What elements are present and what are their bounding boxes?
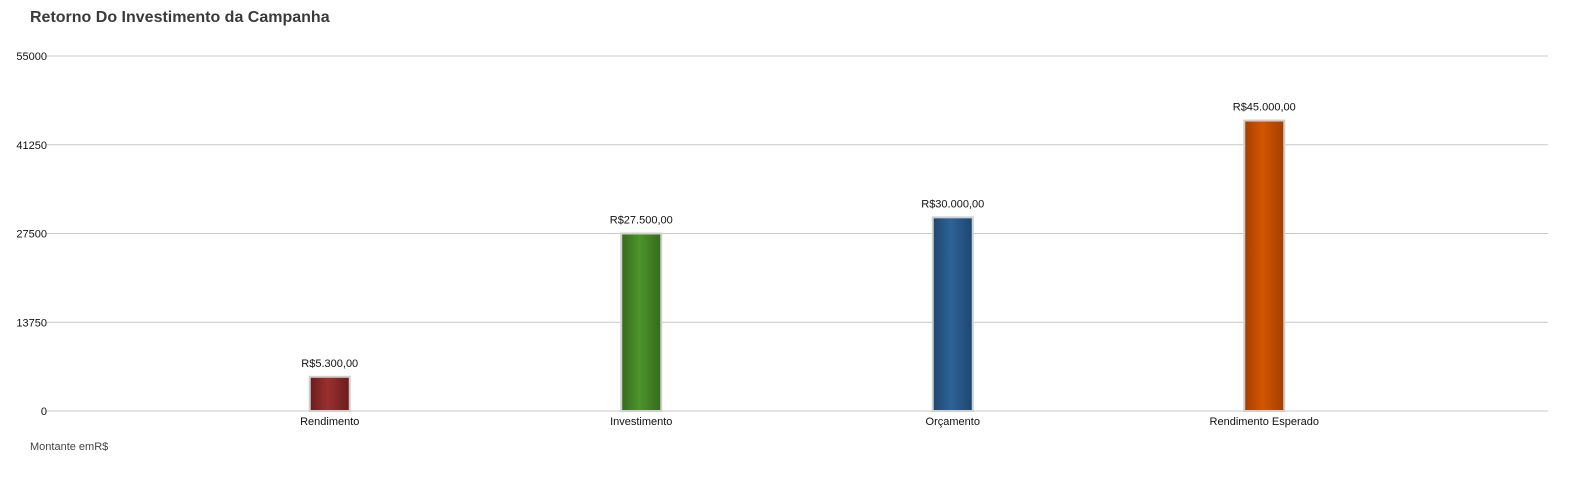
y-axis-tick-labels: 0 13750 27500 41250 55000 bbox=[16, 51, 47, 418]
data-label: R$45.000,00 bbox=[1233, 102, 1296, 114]
category-label: Investimento bbox=[610, 416, 672, 428]
bar bbox=[620, 232, 663, 412]
bar-chart: 0 13750 27500 41250 55000 R$5.300,00 R$27.500… bbox=[16, 51, 1548, 428]
category-label: Orçamento bbox=[926, 416, 980, 428]
bar bbox=[1243, 119, 1286, 413]
data-label: R$27.500,00 bbox=[610, 215, 673, 227]
y-tick-label: 13750 bbox=[16, 317, 47, 329]
category-label: Rendimento bbox=[300, 416, 359, 428]
x-axis-category-labels: Rendimento Investimento Orçamento Rendiment… bbox=[300, 416, 1319, 428]
data-labels: R$5.300,00 R$27.500,00 R$30.000,00 R$45.000… bbox=[301, 102, 1295, 370]
category-label: Rendimento Esperado bbox=[1210, 416, 1319, 428]
data-label: R$30.000,00 bbox=[921, 198, 984, 210]
bar bbox=[931, 216, 974, 412]
y-tick-label: 27500 bbox=[16, 229, 47, 241]
chart-title: Retorno Do Investimento da Campanha bbox=[30, 9, 330, 26]
gridlines bbox=[46, 55, 1548, 412]
data-label: R$5.300,00 bbox=[301, 358, 358, 370]
bars bbox=[308, 119, 1286, 413]
chart-footer-note: Montante emR$ bbox=[30, 441, 109, 453]
y-tick-label: 41250 bbox=[16, 140, 47, 152]
y-tick-label: 55000 bbox=[16, 51, 47, 63]
y-tick-label: 0 bbox=[41, 406, 47, 418]
bar bbox=[308, 375, 351, 413]
